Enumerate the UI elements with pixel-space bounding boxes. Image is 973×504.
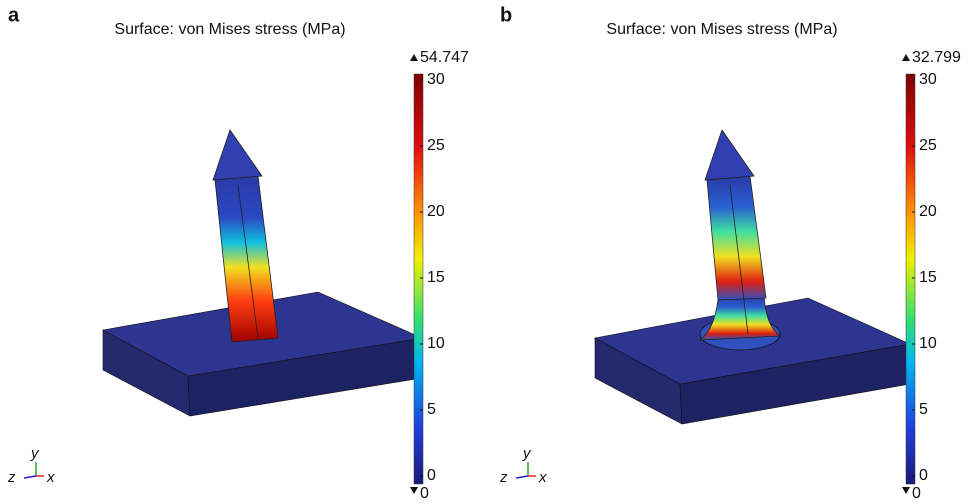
- axis-x-label: x: [46, 469, 55, 486]
- min-value: 0: [912, 485, 921, 502]
- colorbar-tick-label: 20: [427, 203, 445, 220]
- colorbar-tick-label: 30: [919, 71, 937, 88]
- colorbar-tick-label: 0: [427, 467, 436, 484]
- colorbar-tick-label: 10: [919, 335, 937, 352]
- colorbar: [413, 73, 424, 485]
- colorbar-tick-label: 0: [919, 467, 928, 484]
- max-value: 32.799: [912, 49, 961, 66]
- colorbar-tick-label: 5: [427, 401, 436, 418]
- plot-title: Surface: von Mises stress (MPa): [606, 21, 837, 38]
- max-value: 54.747: [420, 49, 469, 66]
- axis-x-label: x: [538, 469, 547, 486]
- axis-z: [23, 475, 37, 479]
- plot-title: Surface: von Mises stress (MPa): [114, 21, 345, 38]
- max-marker: [410, 54, 418, 61]
- colorbar-tick-label: 20: [919, 203, 937, 220]
- axis-y-label: y: [30, 445, 40, 462]
- colorbar-tick-label: 10: [427, 335, 445, 352]
- colorbar-tick-label: 30: [427, 71, 445, 88]
- min-marker: [410, 487, 418, 494]
- colorbar-tick-label: 15: [919, 269, 937, 286]
- model-a: [102, 129, 424, 417]
- model-b: [594, 129, 912, 425]
- colorbar: [905, 73, 916, 485]
- panel-label: a: [8, 4, 20, 26]
- min-value: 0: [420, 485, 429, 502]
- axis-y-label: y: [522, 445, 532, 462]
- colorbar-tick-label: 25: [919, 137, 937, 154]
- colorbar-tick-label: 25: [427, 137, 445, 154]
- axis-z: [515, 475, 529, 479]
- max-marker: [902, 54, 910, 61]
- axis-z-label: z: [499, 469, 508, 486]
- min-marker: [902, 487, 910, 494]
- colorbar-tick-label: 15: [427, 269, 445, 286]
- axis-z-label: z: [7, 469, 16, 486]
- panel-label: b: [500, 4, 512, 26]
- colorbar-tick-label: 5: [919, 401, 928, 418]
